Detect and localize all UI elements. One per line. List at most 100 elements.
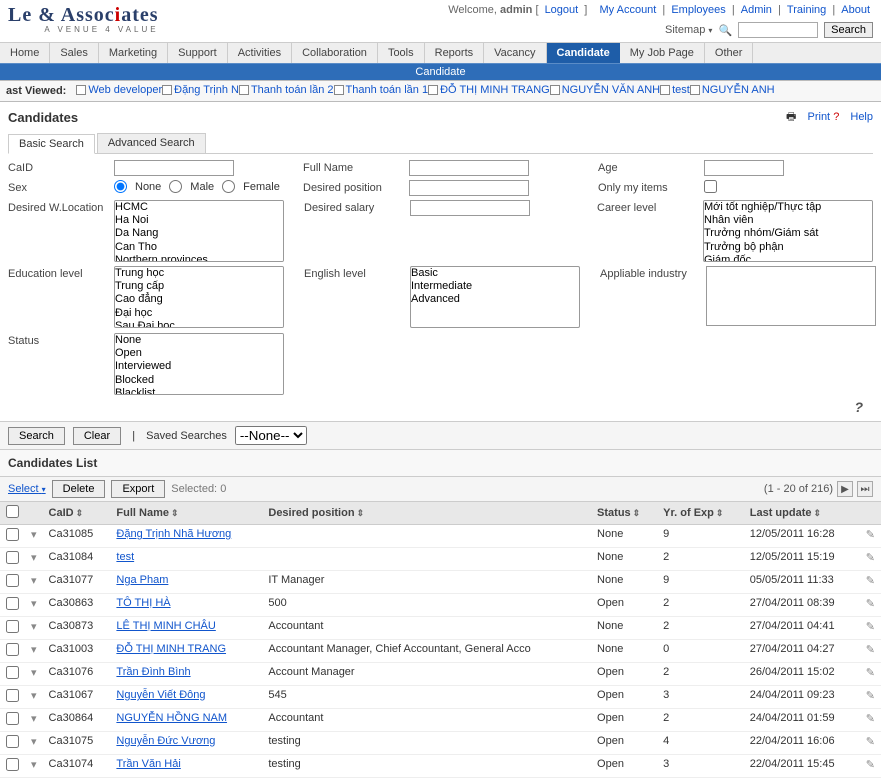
tab-sales[interactable]: Sales — [50, 43, 99, 63]
candidate-link[interactable]: NGUYỄN HỒNG NAM — [116, 712, 227, 724]
last-viewed-item[interactable]: Web developer — [76, 84, 162, 96]
candidate-link[interactable]: Trần Đình Bình — [116, 666, 190, 678]
tab-vacancy[interactable]: Vacancy — [484, 43, 546, 63]
edit-icon[interactable]: ✎ — [860, 755, 881, 778]
top-link-training[interactable]: Training — [787, 4, 826, 16]
help-link[interactable]: Help — [850, 111, 873, 123]
tab-collaboration[interactable]: Collaboration — [292, 43, 378, 63]
tab-marketing[interactable]: Marketing — [99, 43, 168, 63]
last-viewed-item[interactable]: Thanh toán lần 1 — [334, 84, 429, 96]
row-expand[interactable]: ▾ — [25, 617, 43, 640]
careerlvl-select[interactable]: Mới tốt nghiệp/Thực tậpNhân viênTrưởng n… — [703, 200, 873, 262]
row-expand[interactable]: ▾ — [25, 548, 43, 571]
global-search-button[interactable]: Search — [824, 22, 873, 38]
candidate-link[interactable]: Nguyễn Viết Đông — [116, 689, 205, 701]
last-viewed-item[interactable]: Đặng Trịnh N — [162, 84, 239, 96]
row-expand[interactable]: ▾ — [25, 594, 43, 617]
select-dropdown[interactable]: Select ▾ — [8, 483, 46, 495]
row-expand[interactable]: ▾ — [25, 686, 43, 709]
desiredpos-input[interactable] — [409, 180, 529, 196]
onlymy-checkbox[interactable] — [704, 180, 717, 193]
delete-button[interactable]: Delete — [52, 480, 106, 498]
row-expand[interactable]: ▾ — [25, 732, 43, 755]
row-checkbox[interactable] — [6, 712, 19, 725]
tab-reports[interactable]: Reports — [425, 43, 485, 63]
candidate-link[interactable]: Nga Pham — [116, 574, 168, 586]
col-lastupdate[interactable]: Last update — [750, 507, 812, 519]
logout-link[interactable]: Logout — [545, 4, 579, 16]
sex-male-radio[interactable] — [169, 180, 182, 193]
tab-other[interactable]: Other — [705, 43, 754, 63]
englvl-select[interactable]: BasicIntermediateAdvanced — [410, 266, 580, 328]
row-checkbox[interactable] — [6, 735, 19, 748]
candidate-link[interactable]: TÔ THỊ HÀ — [116, 597, 170, 609]
row-checkbox[interactable] — [6, 551, 19, 564]
top-link-admin[interactable]: Admin — [741, 4, 772, 16]
select-all-checkbox[interactable] — [6, 505, 19, 518]
edit-icon[interactable]: ✎ — [860, 732, 881, 755]
candidate-link[interactable]: Nguyễn Đức Vương — [116, 735, 215, 747]
candidate-link[interactable]: Trần Văn Hải — [116, 758, 180, 770]
edit-icon[interactable]: ✎ — [860, 640, 881, 663]
last-viewed-item[interactable]: Thanh toán lần 2 — [239, 84, 334, 96]
row-checkbox[interactable] — [6, 528, 19, 541]
last-viewed-item[interactable]: test — [660, 84, 690, 96]
saved-searches-select[interactable]: --None-- — [235, 426, 307, 445]
row-checkbox[interactable] — [6, 620, 19, 633]
edit-icon[interactable]: ✎ — [860, 617, 881, 640]
top-link-my-account[interactable]: My Account — [600, 4, 657, 16]
sitemap-link[interactable]: Sitemap ▾ — [665, 24, 712, 36]
clear-button[interactable]: Clear — [73, 427, 121, 445]
edit-icon[interactable]: ✎ — [860, 709, 881, 732]
caid-input[interactable] — [114, 160, 234, 176]
col-exp[interactable]: Yr. of Exp — [663, 507, 714, 519]
status-select[interactable]: NoneOpenInterviewedBlockedBlacklistNo co… — [114, 333, 284, 395]
edit-icon[interactable]: ✎ — [860, 548, 881, 571]
row-checkbox[interactable] — [6, 758, 19, 771]
pager-next[interactable]: ▶ — [837, 481, 853, 497]
row-expand[interactable]: ▾ — [25, 755, 43, 778]
tab-advanced-search[interactable]: Advanced Search — [97, 133, 206, 153]
candidate-link[interactable]: LÊ THỊ MINH CHÂU — [116, 620, 215, 632]
row-expand[interactable]: ▾ — [25, 525, 43, 548]
dsalary-input[interactable] — [410, 200, 530, 216]
col-caid[interactable]: CaID — [49, 507, 74, 519]
col-fullname[interactable]: Full Name — [116, 507, 169, 519]
tab-support[interactable]: Support — [168, 43, 228, 63]
tab-candidate[interactable]: Candidate — [547, 43, 620, 63]
row-checkbox[interactable] — [6, 689, 19, 702]
tab-tools[interactable]: Tools — [378, 43, 425, 63]
candidate-link[interactable]: ĐỖ THỊ MINH TRANG — [116, 643, 226, 655]
tab-basic-search[interactable]: Basic Search — [8, 134, 95, 154]
row-expand[interactable]: ▾ — [25, 640, 43, 663]
row-expand[interactable]: ▾ — [25, 571, 43, 594]
form-help-icon[interactable]: ? — [854, 399, 873, 415]
last-viewed-item[interactable]: NGUYỄN VĂN ANH — [550, 84, 660, 96]
edit-icon[interactable]: ✎ — [860, 571, 881, 594]
dwloc-select[interactable]: HCMCHa NoiDa NangCan ThoNorthern provinc… — [114, 200, 284, 262]
row-checkbox[interactable] — [6, 597, 19, 610]
top-link-employees[interactable]: Employees — [671, 4, 725, 16]
top-link-about[interactable]: About — [841, 4, 870, 16]
edit-icon[interactable]: ✎ — [860, 525, 881, 548]
candidate-link[interactable]: test — [116, 551, 134, 563]
edulvl-select[interactable]: Trung họcTrung cấpCao đẳngĐại họcSau Đại… — [114, 266, 284, 328]
appind-textarea[interactable] — [706, 266, 876, 326]
col-status[interactable]: Status — [597, 507, 631, 519]
pager-last[interactable]: ⏭ — [857, 481, 873, 497]
row-checkbox[interactable] — [6, 574, 19, 587]
tab-home[interactable]: Home — [0, 43, 50, 63]
sex-none-radio[interactable] — [114, 180, 127, 193]
print-link[interactable]: Print — [808, 111, 831, 123]
tab-my-job-page[interactable]: My Job Page — [620, 43, 705, 63]
tab-activities[interactable]: Activities — [228, 43, 292, 63]
fullname-input[interactable] — [409, 160, 529, 176]
candidate-link[interactable]: Đặng Trịnh Nhã Hương — [116, 528, 231, 540]
row-checkbox[interactable] — [6, 666, 19, 679]
global-search-input[interactable] — [738, 22, 818, 38]
col-position[interactable]: Desired position — [268, 507, 354, 519]
age-input[interactable] — [704, 160, 784, 176]
edit-icon[interactable]: ✎ — [860, 594, 881, 617]
search-button[interactable]: Search — [8, 427, 65, 445]
row-expand[interactable]: ▾ — [25, 709, 43, 732]
